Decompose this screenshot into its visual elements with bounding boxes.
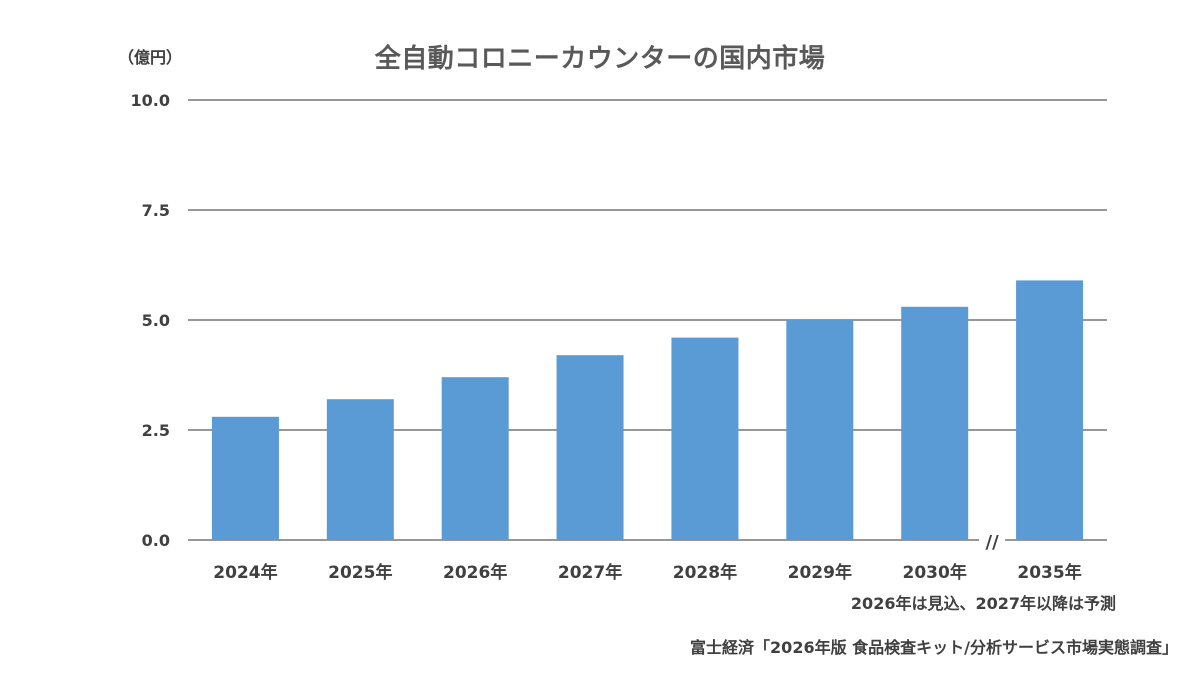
y-tick-label: 5.0 xyxy=(142,311,170,330)
x-tick-label: 2025年 xyxy=(328,562,392,583)
bar xyxy=(441,377,509,540)
bar xyxy=(211,416,279,540)
forecast-note: 2026年は見込、2027年以降は予測 xyxy=(850,594,1116,613)
y-tick-label: 2.5 xyxy=(142,421,170,440)
x-tick-label: 2027年 xyxy=(558,562,622,583)
axis-break-gap xyxy=(979,536,1006,544)
axis-break-mark: // xyxy=(986,532,1000,553)
x-tick-label: 2028年 xyxy=(673,562,737,583)
x-tick-label: 2030年 xyxy=(903,562,967,583)
bar xyxy=(786,320,854,540)
y-tick-label: 7.5 xyxy=(142,201,170,220)
bar xyxy=(901,306,969,540)
bar xyxy=(671,337,739,540)
x-tick-label: 2035年 xyxy=(1017,562,1081,583)
bar xyxy=(1016,280,1084,540)
bar xyxy=(326,399,394,540)
y-tick-label: 10.0 xyxy=(131,91,170,110)
chart-title: 全自動コロニーカウンターの国内市場 xyxy=(374,44,826,74)
x-tick-label: 2029年 xyxy=(788,562,852,583)
y-tick-label: 0.0 xyxy=(142,531,170,550)
x-tick-label: 2024年 xyxy=(213,562,277,583)
source-citation: 富士経済「2026年版 食品検査キット/分析サービス市場実態調査」 xyxy=(690,638,1178,657)
x-tick-label: 2026年 xyxy=(443,562,507,583)
bar xyxy=(556,355,624,540)
y-axis-unit-label: （億円） xyxy=(118,48,183,67)
